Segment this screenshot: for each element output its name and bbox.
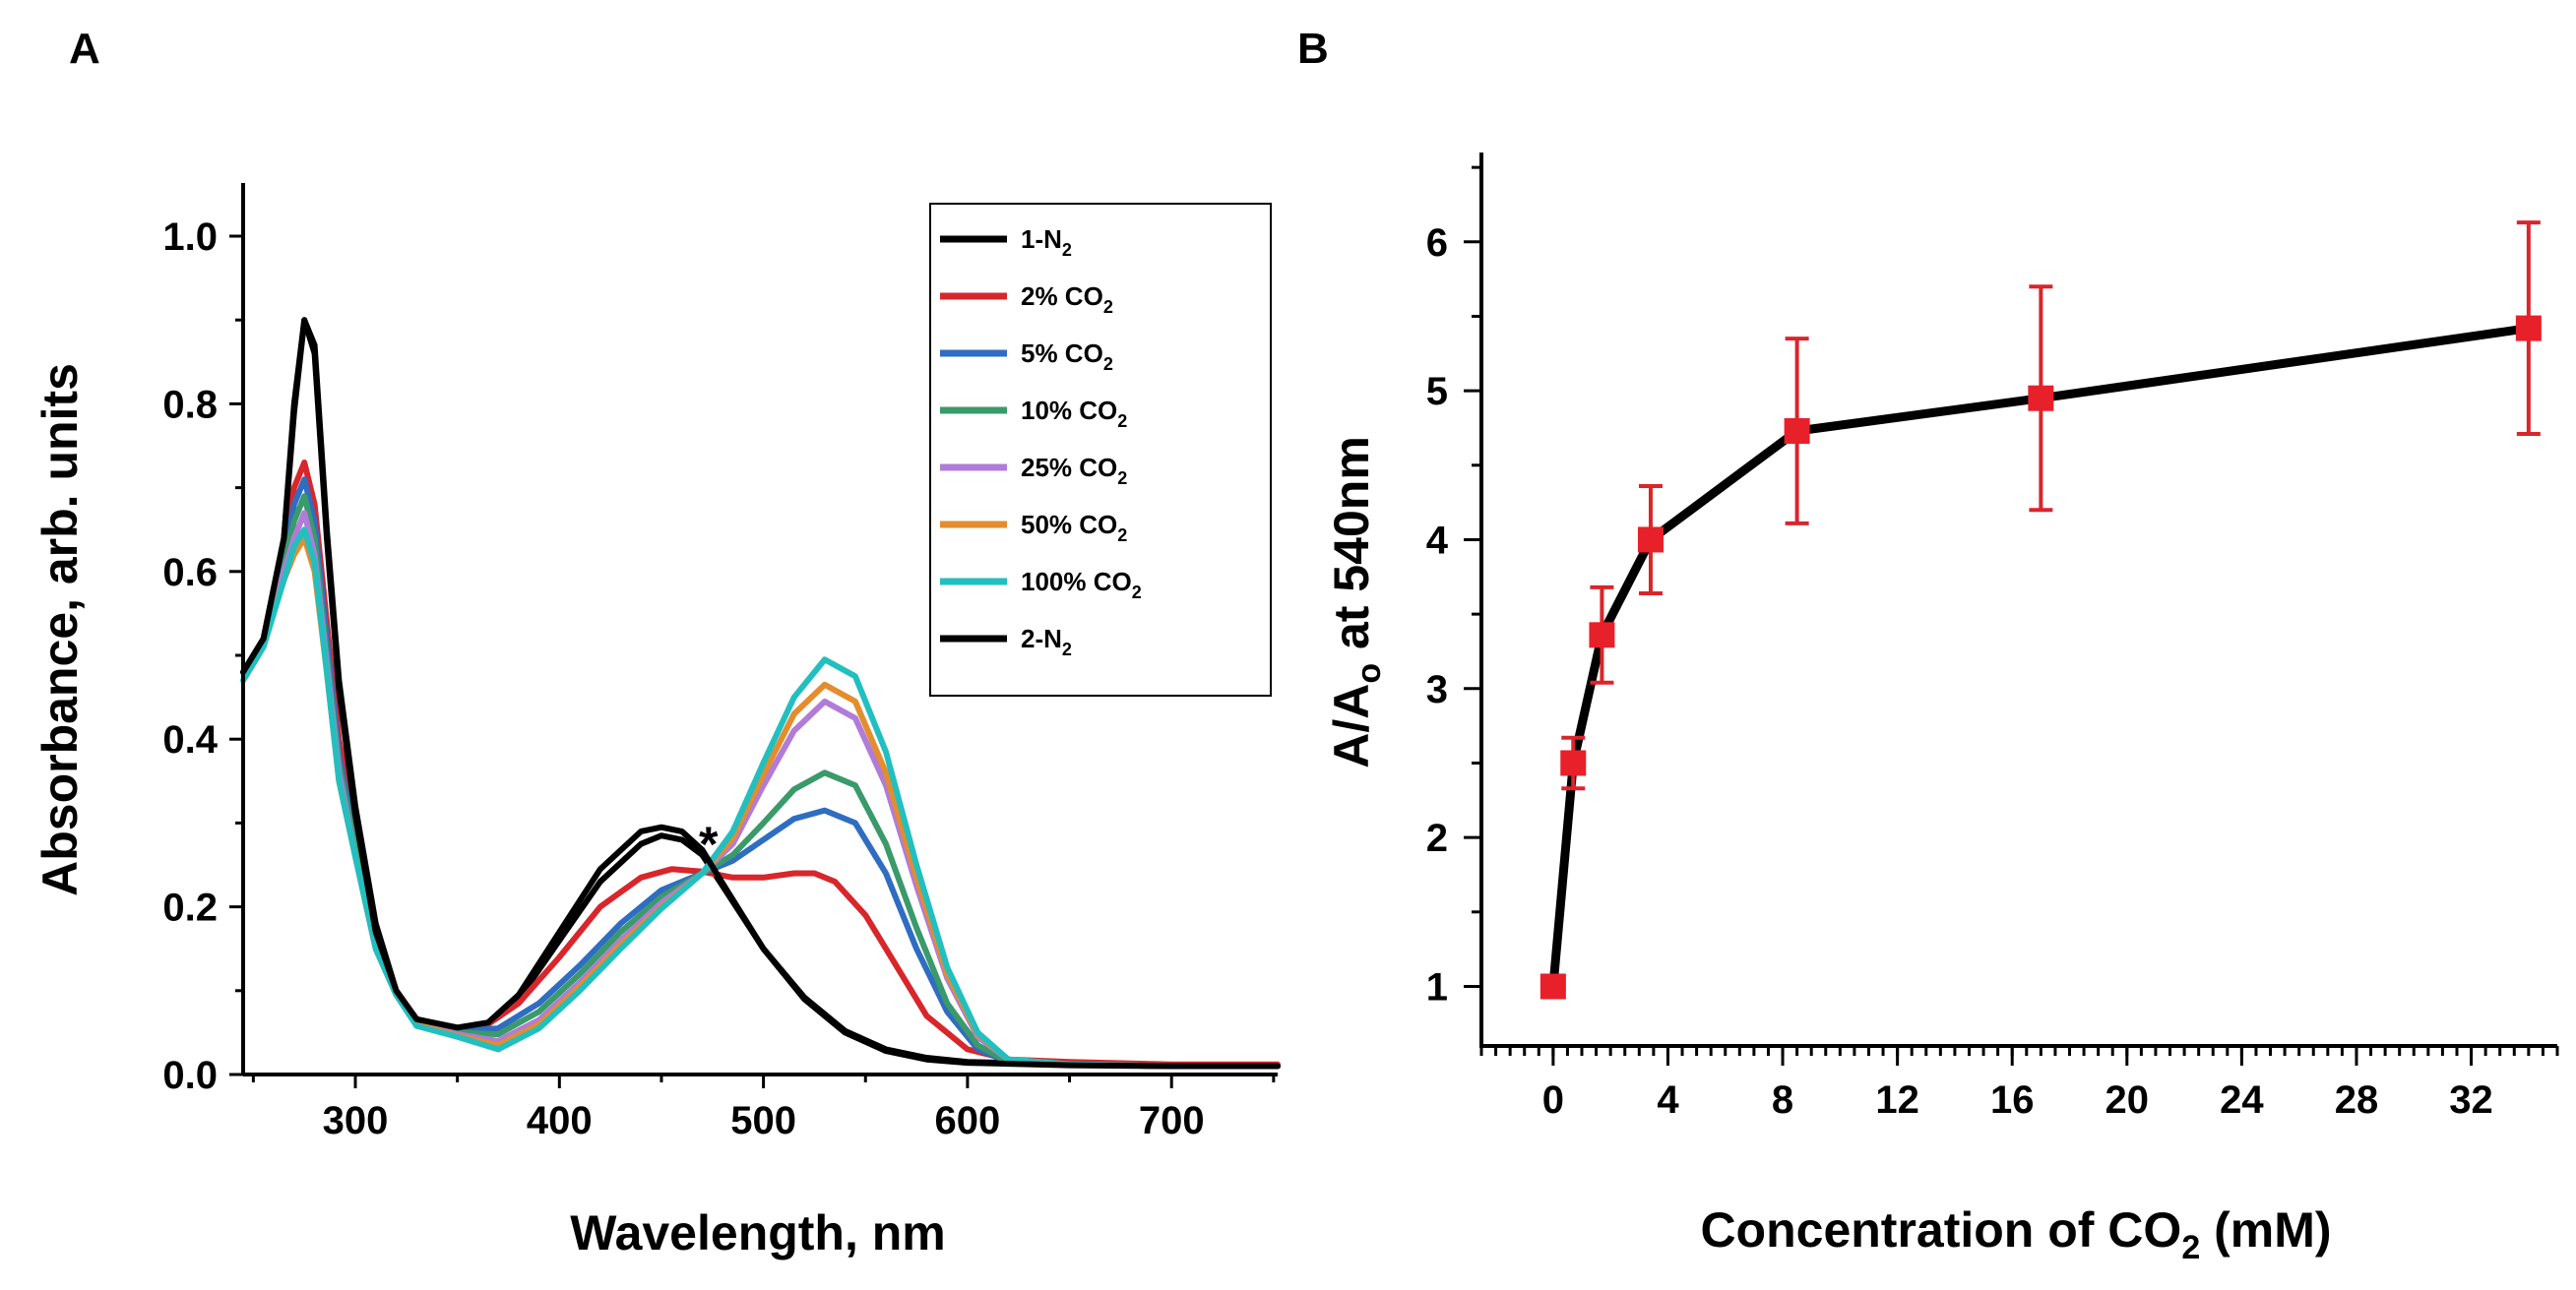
a-x-axis-title: Wavelength, nm	[570, 1205, 946, 1260]
b-x-tick-label: 12	[1875, 1078, 1919, 1122]
a-series-line-7	[240, 317, 1281, 1070]
a-legend-box	[929, 203, 1272, 697]
a-annotation-star: *	[699, 817, 719, 872]
b-data-point-2	[1589, 622, 1615, 648]
b-points-group	[1539, 220, 2542, 1000]
b-y-tick-label: 4	[1426, 519, 1449, 562]
a-legend-label-7: 2-N2	[1021, 624, 1072, 659]
a-legend-label-6: 100% CO2	[1021, 567, 1142, 602]
b-x-tick-label: 8	[1772, 1078, 1793, 1122]
a-x-tick-label: 400	[527, 1099, 593, 1142]
a-legend: 1-N2 2% CO2 5% CO2 10% CO2 25% CO2 50% CO2 100…	[929, 203, 1272, 697]
a-y-tick-label: 0.8	[162, 383, 218, 426]
b-data-point-5	[2028, 385, 2054, 411]
b-x-tick-label: 28	[2335, 1078, 2379, 1122]
a-legend-label-4: 25% CO2	[1021, 453, 1127, 488]
b-y-axis-title: A/Ao at 540nm	[1324, 436, 1388, 768]
a-y-tick-label: 1.0	[162, 215, 218, 259]
b-x-tick-label: 24	[2220, 1078, 2264, 1122]
b-x-tick-label: 4	[1657, 1078, 1679, 1122]
a-legend-label-3: 10% CO2	[1021, 396, 1127, 431]
b-y-tick-label: 5	[1426, 370, 1448, 413]
a-y-tick-label: 0.0	[162, 1054, 218, 1097]
a-x-tick-label: 300	[323, 1099, 389, 1142]
a-y-tick-label: 0.2	[162, 887, 218, 930]
a-x-tick-label: 600	[935, 1099, 1001, 1142]
a-y-tick-label: 0.6	[162, 551, 218, 594]
a-x-tick-label: 500	[730, 1099, 796, 1142]
b-y-tick-label: 1	[1426, 965, 1448, 1009]
a-ticks: 300 400 500 600 700 0.0 0.2 0.4 0.6 0.8 1.0	[162, 215, 1276, 1142]
b-x-tick-label: 16	[1990, 1078, 2035, 1122]
chart-panel-a: 300 400 500 600 700 0.0 0.2 0.4 0.6 0.8 1.0 * Wave…	[32, 183, 1281, 1260]
a-legend-label-1: 2% CO2	[1021, 281, 1113, 317]
b-data-point-6	[2515, 315, 2542, 341]
b-x-tick-label: 0	[1542, 1078, 1564, 1122]
a-series-group	[240, 317, 1281, 1070]
a-x-tick-label: 700	[1139, 1099, 1205, 1142]
a-y-axis-title: Absorbance, arb. units	[32, 363, 88, 896]
b-data-point-4	[1784, 417, 1810, 444]
a-series-line-6	[240, 526, 1281, 1070]
b-x-tick-label: 32	[2449, 1078, 2493, 1122]
b-data-point-0	[1539, 973, 1566, 1000]
b-data-point-3	[1637, 526, 1664, 553]
a-y-tick-label: 0.4	[162, 718, 218, 762]
panel-label-b: B	[1297, 25, 1329, 73]
a-legend-label-2: 5% CO2	[1021, 338, 1113, 374]
b-y-tick-label: 2	[1426, 817, 1448, 860]
b-x-tick-label: 20	[2105, 1078, 2150, 1122]
a-legend-label-5: 50% CO2	[1021, 510, 1127, 545]
a-legend-label-0: 1-N2	[1021, 224, 1072, 260]
b-y-tick-label: 3	[1426, 668, 1448, 711]
b-data-point-1	[1560, 750, 1587, 776]
b-y-tick-label: 6	[1426, 221, 1448, 265]
panel-label-a: A	[69, 25, 100, 73]
b-x-axis-title: Concentration of CO2 (mM)	[1700, 1202, 2331, 1266]
